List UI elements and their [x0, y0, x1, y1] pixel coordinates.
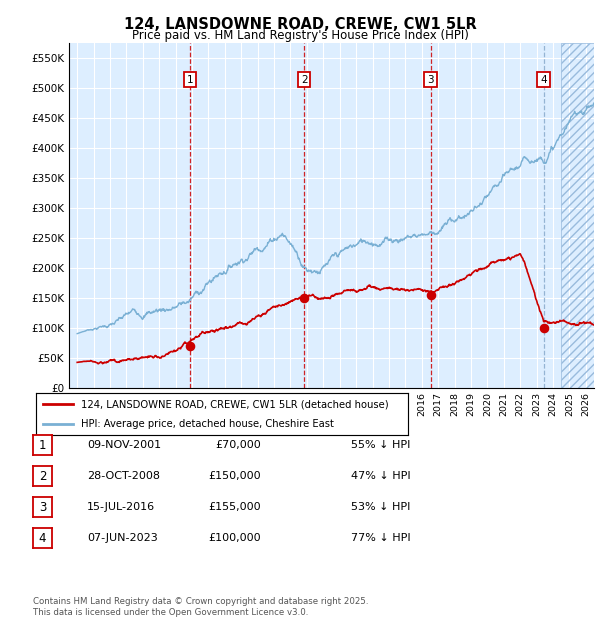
Text: 124, LANSDOWNE ROAD, CREWE, CW1 5LR (detached house): 124, LANSDOWNE ROAD, CREWE, CW1 5LR (det… [80, 399, 388, 409]
Point [299, 293, 309, 303]
Text: 07-JUN-2023: 07-JUN-2023 [87, 533, 158, 543]
Text: 55% ↓ HPI: 55% ↓ HPI [351, 440, 410, 450]
Text: 2: 2 [301, 74, 307, 84]
Text: Price paid vs. HM Land Registry's House Price Index (HPI): Price paid vs. HM Land Registry's House … [131, 29, 469, 42]
Text: 09-NOV-2001: 09-NOV-2001 [87, 440, 161, 450]
Text: 3: 3 [39, 501, 46, 513]
Text: £155,000: £155,000 [208, 502, 261, 512]
Text: 2: 2 [39, 470, 46, 482]
Text: £70,000: £70,000 [215, 440, 261, 450]
Point [426, 290, 436, 299]
Text: 4: 4 [541, 74, 547, 84]
Text: 124, LANSDOWNE ROAD, CREWE, CW1 5LR: 124, LANSDOWNE ROAD, CREWE, CW1 5LR [124, 17, 476, 32]
Text: 4: 4 [39, 532, 46, 544]
Text: 28-OCT-2008: 28-OCT-2008 [87, 471, 160, 481]
Text: 3: 3 [427, 74, 434, 84]
Text: 77% ↓ HPI: 77% ↓ HPI [351, 533, 410, 543]
Text: 15-JUL-2016: 15-JUL-2016 [87, 502, 155, 512]
Point [185, 340, 194, 350]
Text: 1: 1 [39, 439, 46, 451]
Text: HPI: Average price, detached house, Cheshire East: HPI: Average price, detached house, Ches… [80, 419, 334, 429]
Point [539, 322, 548, 332]
Text: £100,000: £100,000 [208, 533, 261, 543]
Text: 1: 1 [187, 74, 193, 84]
Text: 53% ↓ HPI: 53% ↓ HPI [351, 502, 410, 512]
Text: 47% ↓ HPI: 47% ↓ HPI [351, 471, 410, 481]
Text: Contains HM Land Registry data © Crown copyright and database right 2025.
This d: Contains HM Land Registry data © Crown c… [33, 598, 368, 617]
Text: £150,000: £150,000 [208, 471, 261, 481]
